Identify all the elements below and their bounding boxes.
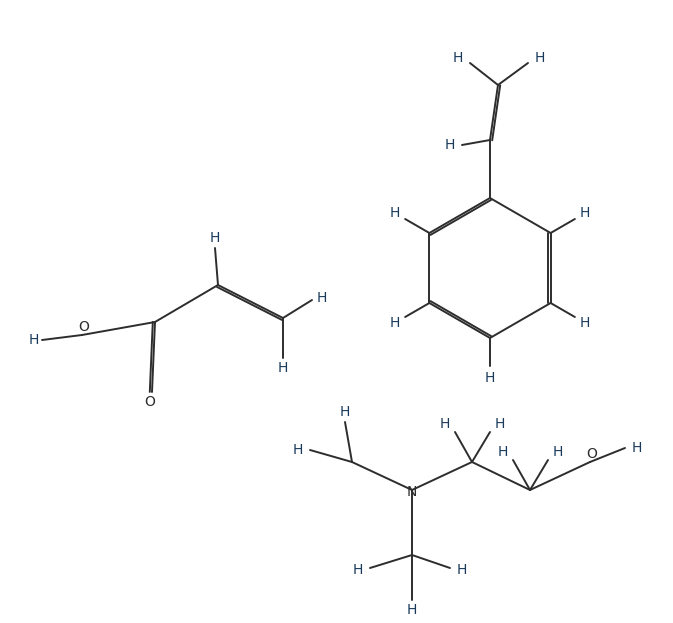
Text: O: O (79, 320, 90, 334)
Text: H: H (580, 316, 590, 330)
Text: H: H (293, 443, 304, 457)
Text: H: H (29, 333, 39, 347)
Text: H: H (580, 206, 590, 220)
Text: O: O (145, 395, 155, 409)
Text: H: H (406, 603, 417, 617)
Text: H: H (278, 361, 288, 375)
Text: H: H (390, 316, 400, 330)
Text: H: H (632, 441, 642, 455)
Text: H: H (457, 563, 467, 577)
Text: H: H (340, 405, 350, 419)
Text: H: H (390, 206, 400, 220)
Text: O: O (587, 447, 598, 461)
Text: H: H (353, 563, 363, 577)
Text: H: H (445, 138, 455, 152)
Text: H: H (535, 51, 545, 65)
Text: N: N (406, 485, 417, 499)
Text: H: H (485, 371, 495, 385)
Text: H: H (495, 417, 505, 431)
Text: H: H (453, 51, 463, 65)
Text: H: H (440, 417, 450, 431)
Text: H: H (553, 445, 563, 459)
Text: H: H (210, 231, 220, 245)
Text: H: H (317, 291, 327, 305)
Text: H: H (498, 445, 508, 459)
